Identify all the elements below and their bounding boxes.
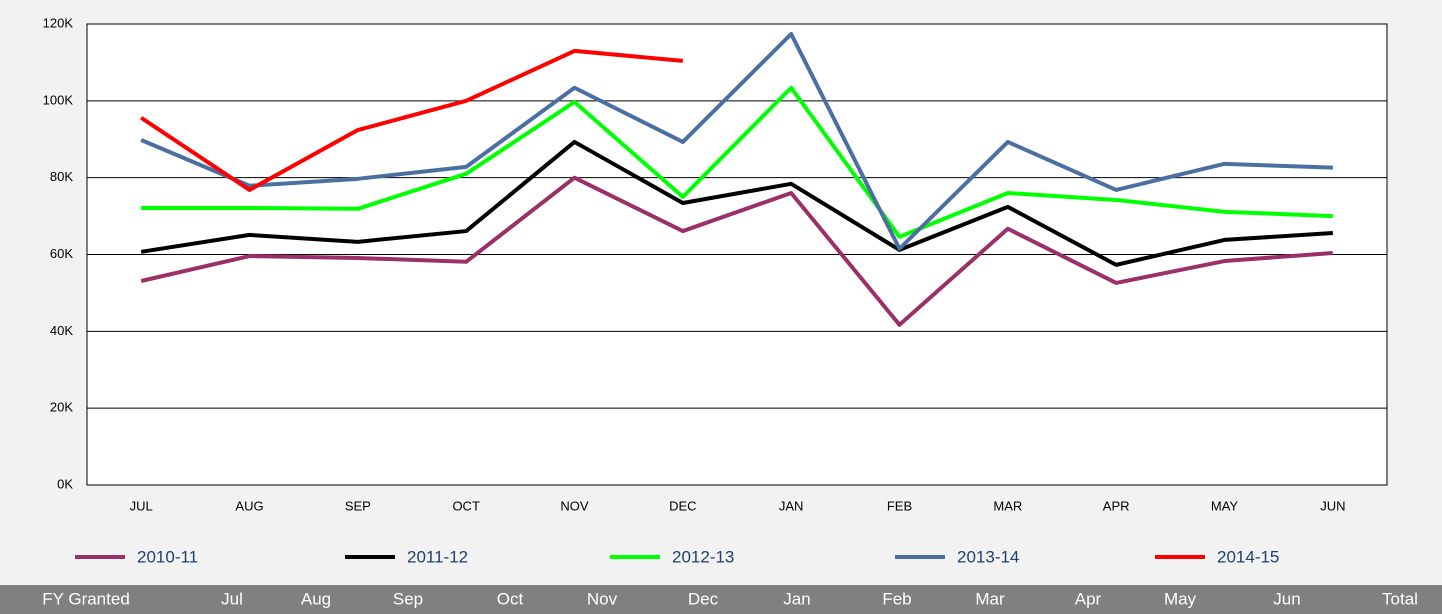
table-header-cell: Jul xyxy=(221,589,243,608)
series-line xyxy=(140,31,1333,251)
y-tick-label: 100K xyxy=(43,92,74,107)
x-tick-label: NOV xyxy=(560,498,589,513)
y-tick-label: 20K xyxy=(50,400,73,415)
x-tick-label: DEC xyxy=(669,498,696,513)
legend-label: 2012-13 xyxy=(672,547,734,566)
x-tick-label: JUL xyxy=(130,498,153,513)
y-tick-label: 80K xyxy=(50,169,73,184)
series-line xyxy=(140,48,684,192)
series-line xyxy=(141,85,1333,239)
table-header-cell: Jan xyxy=(783,589,810,608)
x-tick-label: APR xyxy=(1103,498,1130,513)
table-header-cell: Feb xyxy=(882,589,911,608)
y-tick-label: 0K xyxy=(57,476,73,491)
table-header-cell: Apr xyxy=(1075,589,1102,608)
series-line xyxy=(140,139,1333,267)
table-header-cell: Jun xyxy=(1273,589,1300,608)
table-header-cell: Total xyxy=(1382,589,1418,608)
x-tick-label: OCT xyxy=(452,498,480,513)
table-header-bar xyxy=(0,585,1442,614)
x-tick-label: FEB xyxy=(887,498,912,513)
x-tick-label: MAR xyxy=(993,498,1022,513)
series-line xyxy=(140,175,1333,327)
x-tick-label: JUN xyxy=(1320,498,1345,513)
table-header-cell: FY Granted xyxy=(42,589,130,608)
table-header-cell: Dec xyxy=(688,589,719,608)
table-header-cell: Oct xyxy=(497,589,524,608)
x-tick-label: MAY xyxy=(1211,498,1239,513)
table-header-cell: Nov xyxy=(587,589,618,608)
table-header-cell: Sep xyxy=(393,589,423,608)
table-header-cell: Mar xyxy=(975,589,1005,608)
y-tick-label: 120K xyxy=(43,15,74,30)
x-tick-label: SEP xyxy=(345,498,371,513)
legend-label: 2011-12 xyxy=(407,547,468,566)
legend-label: 2014-15 xyxy=(1217,547,1279,566)
x-tick-label: AUG xyxy=(235,498,263,513)
table-header-cell: Aug xyxy=(301,589,331,608)
x-tick-label: JAN xyxy=(779,498,804,513)
legend-label: 2010-11 xyxy=(137,547,198,566)
legend-label: 2013-14 xyxy=(957,547,1019,566)
y-tick-label: 60K xyxy=(50,246,73,261)
y-tick-label: 40K xyxy=(50,323,73,338)
table-header-cell: May xyxy=(1164,589,1197,608)
